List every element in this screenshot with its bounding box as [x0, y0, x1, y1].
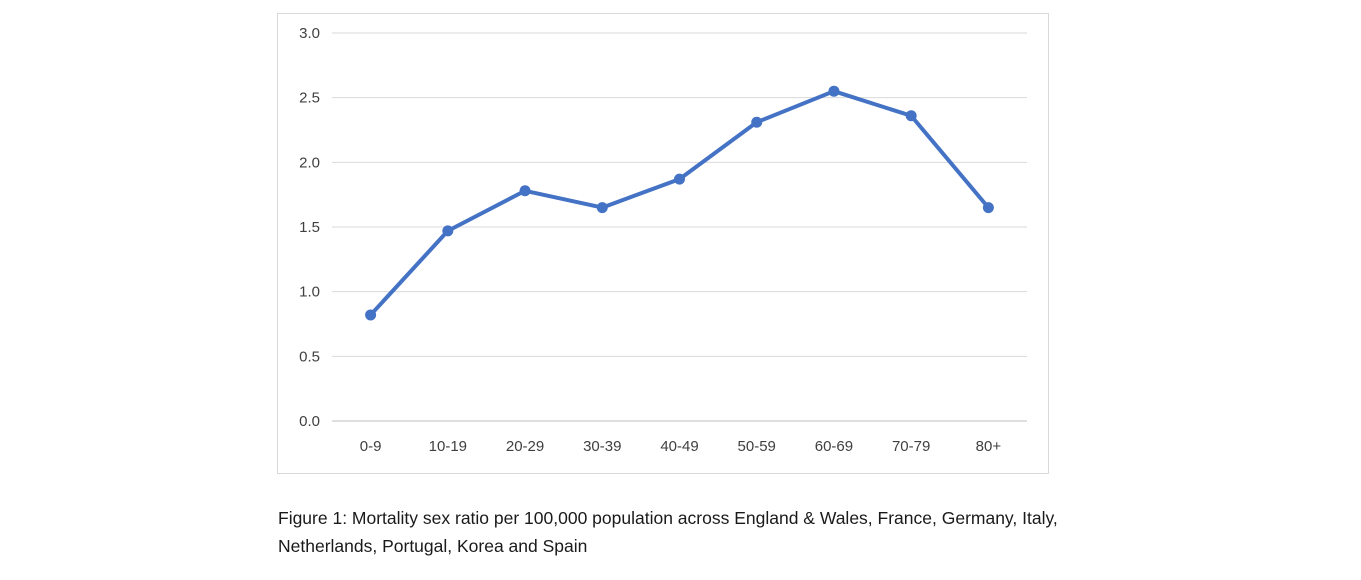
data-line: [368, 89, 991, 317]
data-point-marker: [674, 173, 685, 185]
x-tick-label: 70-79: [892, 438, 930, 455]
x-tick-label: 60-69: [815, 438, 853, 455]
data-point-marker: [751, 116, 763, 128]
figure-caption: Figure 1: Mortality sex ratio per 100,00…: [278, 504, 1298, 560]
data-point-marker: [519, 185, 531, 197]
data-point-marker: [982, 202, 994, 214]
x-tick-label: 30-39: [583, 438, 621, 455]
chart-canvas: 0.0 0.5 1.0 1.5 2.0 2.5 3.0 0-9 10-19 20-29 30-39 4…: [299, 25, 1027, 455]
data-point-marker: [365, 309, 377, 321]
x-tick-label: 10-19: [429, 438, 467, 455]
y-tick-label: 1.0: [299, 284, 320, 301]
x-tick-label: 0-9: [360, 438, 382, 455]
y-tick-label: 0.0: [299, 413, 320, 430]
y-tick-label: 1.5: [299, 219, 320, 236]
x-tick-label: 20-29: [506, 438, 544, 455]
x-tick-label: 50-59: [738, 438, 776, 455]
y-tick-label: 2.0: [299, 154, 320, 171]
y-tick-label: 2.5: [299, 90, 320, 107]
y-tick-label: 3.0: [299, 25, 320, 42]
line-chart: 0.0 0.5 1.0 1.5 2.0 2.5 3.0 0-9 10-19 20-29 30-39 4…: [277, 13, 1049, 474]
caption-line-2: Netherlands, Portugal, Korea and Spain: [278, 536, 588, 556]
x-tick-label: 80+: [976, 438, 1002, 455]
data-point-marker: [442, 225, 454, 237]
y-tick-label: 0.5: [299, 348, 320, 365]
caption-line-1: Figure 1: Mortality sex ratio per 100,00…: [278, 508, 1058, 528]
data-point-marker: [905, 110, 917, 122]
data-point-marker: [596, 202, 608, 214]
x-tick-label: 40-49: [660, 438, 698, 455]
data-point-marker: [828, 85, 840, 97]
